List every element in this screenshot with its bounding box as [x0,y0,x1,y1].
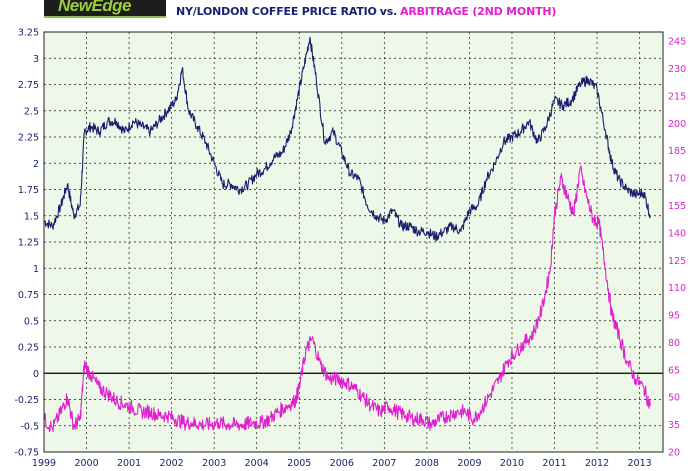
x-tick-label: 2013 [628,458,652,469]
x-tick-label: 2008 [415,458,439,469]
right-tick-label: 200 [668,119,686,130]
right-tick-label: 245 [668,37,686,48]
x-tick-label: 2010 [500,458,524,469]
left-tick-label: 2 [33,159,39,170]
axis-labels: 3.25 3 2.75 2.5 2.25 2 1.75 1.5 1.25 1 0.75 0.5 0.25… [14,28,686,470]
x-tick-label: 2009 [457,458,481,469]
left-tick-label: 1.75 [18,185,39,196]
chart-title: NY/LONDON COFFEE PRICE RATIO vs. ARBITRAGE… [176,5,556,18]
left-tick-label: 2.25 [18,133,39,144]
left-tick-label: 1 [33,264,39,275]
x-tick-label: 1999 [32,458,56,469]
x-tick-label: 2012 [585,458,609,469]
logo: NewEdge [44,0,166,18]
x-tick-label: 2007 [372,458,396,469]
x-tick-label: 2002 [160,458,184,469]
x-tick-label: 2001 [117,458,141,469]
left-tick-label: 2.75 [18,80,39,91]
ratio-series-line [43,36,651,242]
right-tick-label: 50 [668,393,680,404]
left-tick-label: 1.25 [18,238,39,249]
x-tick-label: 2000 [74,458,98,469]
right-tick-label: 110 [668,283,686,294]
logo-text: NewEdge [58,0,132,15]
right-tick-label: 155 [668,201,686,212]
right-tick-label: 20 [668,448,680,459]
right-tick-label: 65 [668,365,680,376]
left-tick-label: 2.5 [24,106,39,117]
x-tick-label: 2003 [202,458,226,469]
right-tick-label: 95 [668,311,680,322]
right-tick-label: 170 [668,174,686,185]
x-tick-label: 2005 [287,458,311,469]
arbitrage-series-line [43,165,651,433]
chart-title-separator: vs. [379,5,398,18]
left-tick-label: 0.75 [18,290,39,301]
x-tick-label: 2011 [542,458,566,469]
grid-lines [43,31,663,453]
chart-title-ratio: NY/LONDON COFFEE PRICE RATIO [176,5,377,18]
x-tick-label: 2006 [330,458,354,469]
left-tick-label: 0.25 [18,343,39,354]
right-tick-label: 35 [668,420,680,431]
plot-frame [43,31,664,453]
right-tick-label: 230 [668,64,686,75]
left-tick-label: -0.75 [14,448,39,459]
right-tick-label: 80 [668,338,680,349]
left-tick-label: 1.5 [24,211,39,222]
x-tick-label: 2004 [245,458,269,469]
left-tick-label: 3.25 [18,28,39,39]
right-tick-label: 140 [668,228,686,239]
chart-title-arbitrage: ARBITRAGE (2ND MONTH) [400,5,557,18]
right-tick-label: 185 [668,146,686,157]
series-layer [43,36,651,433]
left-tick-label: -0.25 [14,395,39,406]
left-tick-label: 0 [33,369,39,380]
right-tick-label: 125 [668,256,686,267]
right-tick-label: 215 [668,91,686,102]
left-tick-label: 0.5 [24,316,39,327]
left-tick-label: 3 [33,54,39,65]
left-tick-label: -0.5 [20,421,39,432]
